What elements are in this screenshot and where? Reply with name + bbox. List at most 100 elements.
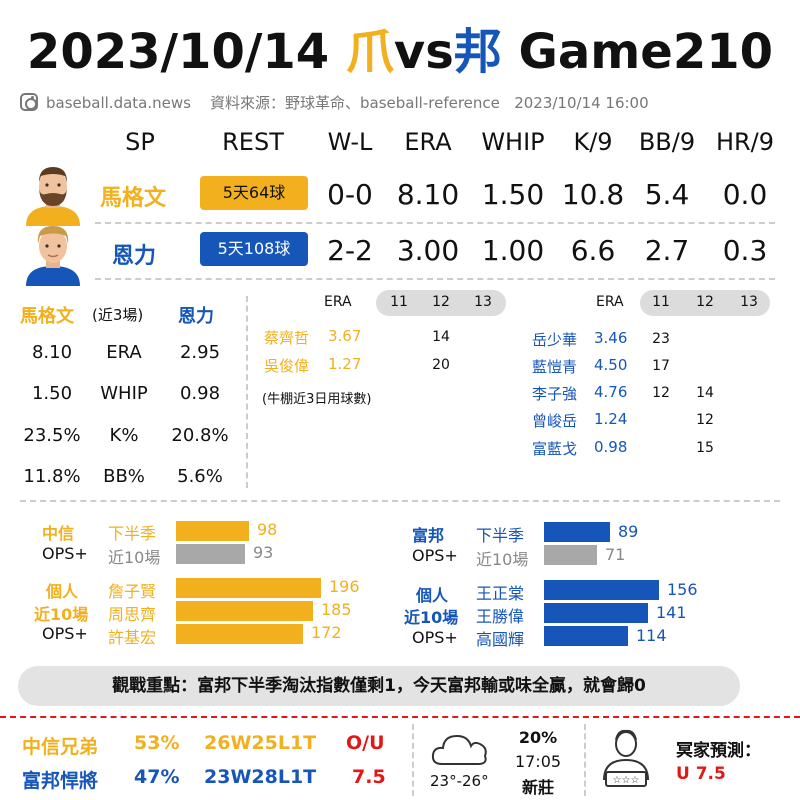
recent-b-era: 2.95: [179, 342, 221, 363]
bullpen-b-pitches: 12: [652, 385, 670, 401]
ops-a-team-label: OPS+: [42, 544, 88, 563]
bullpen-a-pitches: 20: [432, 357, 450, 373]
ops-a-player-name: 許基宏: [108, 628, 157, 647]
recent-name-b: 恩力: [178, 306, 214, 327]
recent-span: (近3場): [92, 306, 144, 324]
bullpen-a-pitcher: 蔡齊哲: [264, 329, 310, 347]
recent-label-whip: WHIP: [100, 383, 148, 404]
ops-a-player-value: 172: [311, 623, 342, 642]
header-wl: W-L: [327, 128, 373, 156]
bullpen-b-day13: 13: [740, 294, 758, 310]
page-title: 2023/10/14 爪vs邦 Game210: [0, 12, 800, 82]
recent-label-era: ERA: [106, 342, 142, 363]
ops-b-player-bar: [544, 580, 659, 600]
footer-divider: [0, 716, 800, 718]
bullpen-a-pitcher: 吳俊偉: [264, 357, 310, 375]
ops-a-ind-label: 近10場: [34, 605, 89, 624]
title-team-a: 爪: [345, 24, 394, 80]
footer-team-a: 中信兄弟: [22, 736, 99, 758]
header-rest: REST: [222, 128, 284, 156]
ops-b-player-value: 156: [667, 580, 698, 599]
bullpen-b-day-pill: [640, 290, 770, 316]
bullpen-b-pitches: 14: [696, 385, 714, 401]
ops-a-ind-label: OPS+: [42, 624, 88, 643]
recent-label-bb: BB%: [103, 466, 145, 487]
ops-b-last10-bar: [544, 545, 597, 565]
ops-b-last10-value: 71: [605, 545, 626, 564]
bullpen-b-pitcher: 富藍戈: [532, 440, 578, 458]
prediction-value: U 7.5: [676, 764, 726, 784]
ops-b-ind-label: OPS+: [412, 628, 458, 647]
ops-a-second-half-label: 下半季: [108, 524, 157, 543]
sp-b-hr9: 0.3: [722, 234, 768, 267]
footer-rain: 20%: [518, 728, 558, 747]
sp-b-k9: 6.6: [570, 234, 616, 267]
sp-name-b: 恩力: [112, 244, 157, 269]
ops-a-team: 中信: [42, 524, 75, 543]
recent-a-k: 23.5%: [23, 425, 81, 446]
bearded-man-avatar: [26, 167, 80, 226]
sp-a-hr9: 0.0: [722, 178, 768, 211]
ops-b-player-name: 王正棠: [476, 584, 525, 603]
ops-b-ind-label: 個人: [416, 586, 449, 605]
ou-value: 7.5: [352, 766, 386, 788]
sp-b-wl: 2-2: [327, 234, 373, 267]
bullpen-b-era: 1.24: [594, 410, 628, 428]
bullpen-b-pitcher: 李子強: [532, 385, 578, 403]
bullpen-note: (牛棚近3日用球數): [262, 392, 372, 407]
source-text: 資料來源：野球革命、baseball-reference: [210, 94, 500, 112]
bullpen-b-pitcher: 曾峻岳: [532, 412, 578, 430]
ops-b-second-half-label: 下半季: [476, 526, 525, 545]
bullpen-b-pitcher: 岳少華: [532, 331, 578, 349]
recent-a-bb: 11.8%: [23, 466, 81, 487]
bullpen-a-day-pill: [376, 290, 506, 316]
footer-venue: 新莊: [521, 778, 554, 797]
bullpen-b-era: 4.76: [594, 383, 628, 401]
bullpen-a-day11: 11: [390, 294, 408, 310]
recent-a-whip: 1.50: [31, 383, 73, 404]
rest-badge-b: 5天108球: [200, 232, 308, 266]
ops-b-team-label: OPS+: [412, 546, 458, 565]
predictor-avatar-icon: ☆☆☆: [603, 729, 649, 787]
recent-a-era: 8.10: [31, 342, 73, 363]
section-divider: [20, 500, 780, 502]
source-datetime: 2023/10/14 16:00: [514, 94, 649, 112]
bullpen-b-pitches: 15: [696, 440, 714, 456]
recent-b-bb: 5.6%: [177, 466, 223, 487]
bullpen-b-day11: 11: [652, 294, 670, 310]
ops-b-ind-label: 近10場: [404, 608, 459, 627]
blond-man-avatar: [26, 226, 80, 286]
title-game: Game210: [518, 24, 774, 80]
ops-a-player-value: 185: [321, 600, 352, 619]
bullpen-b-era: 3.46: [594, 329, 628, 347]
header-hr9: HR/9: [715, 128, 775, 156]
row-divider: [95, 278, 775, 280]
sp-a-k9: 10.8: [561, 178, 625, 211]
sp-b-era: 3.00: [396, 234, 460, 267]
row-divider: [95, 222, 775, 224]
ops-a-player-bar: [176, 578, 321, 598]
title-date: 2023/10/14: [26, 24, 330, 80]
footer-team-b: 富邦悍將: [22, 770, 99, 792]
sp-a-wl: 0-0: [327, 178, 373, 211]
prediction-label: 冥家預測：: [676, 741, 761, 761]
bullpen-a-day12: 12: [432, 294, 450, 310]
bullpen-b-day12: 12: [696, 294, 714, 310]
ops-a-player-name: 周思齊: [108, 605, 157, 624]
header-k9: K/9: [573, 128, 613, 156]
recent-name-a: 馬格文: [20, 306, 74, 327]
source-line: baseball.data.news 資料來源：野球革命、baseball-re…: [20, 92, 649, 113]
sp-a-era: 8.10: [396, 178, 460, 211]
recent-label-k: K%: [109, 425, 139, 446]
footer-time: 17:05: [514, 752, 562, 771]
bullpen-a-day13: 13: [474, 294, 492, 310]
handle: baseball.data.news: [46, 94, 191, 112]
ops-a-second-half-bar: [176, 521, 249, 541]
ou-label: O/U: [346, 732, 385, 754]
recent-b-whip: 0.98: [179, 383, 221, 404]
ops-b-player-bar: [544, 626, 628, 646]
header-whip: WHIP: [481, 128, 545, 156]
bullpen-b-era: 0.98: [594, 438, 628, 456]
bullpen-a-era: 3.67: [328, 327, 362, 345]
footer-divider-v: [584, 724, 586, 796]
